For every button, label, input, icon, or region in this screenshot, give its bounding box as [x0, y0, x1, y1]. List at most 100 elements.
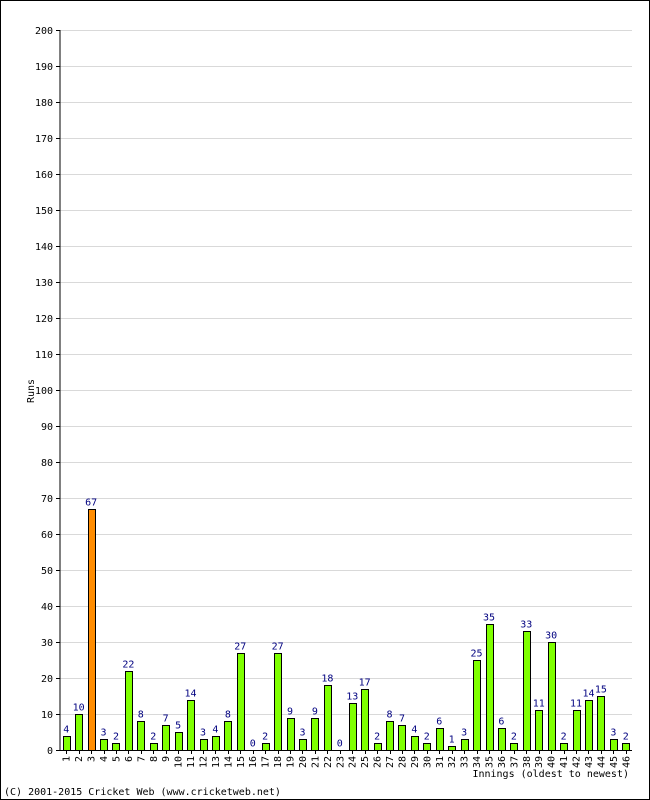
x-tick-label-15: 15: [236, 756, 247, 768]
x-tick-label-46: 46: [621, 756, 632, 768]
x-tick-label-16: 16: [248, 756, 259, 768]
x-tick-label-39: 39: [534, 756, 545, 768]
x-tick-label-17: 17: [261, 756, 272, 768]
data-label-30: 2: [424, 732, 430, 743]
y-tick-label-120: 120: [35, 314, 53, 325]
x-tick-label-41: 41: [559, 756, 570, 768]
data-label-45: 3: [610, 728, 616, 739]
x-tick-label-30: 30: [422, 756, 433, 768]
data-label-31: 6: [436, 717, 442, 728]
y-tick-label-30: 30: [41, 638, 53, 649]
data-label-1: 4: [63, 725, 69, 736]
bar-25: [361, 689, 369, 751]
x-axis-title: Innings (oldest to newest): [472, 769, 629, 780]
x-tick-label-20: 20: [298, 756, 309, 768]
data-label-41: 2: [561, 732, 567, 743]
x-tick-label-1: 1: [62, 756, 73, 762]
data-label-42: 11: [570, 699, 582, 710]
x-tick-label-36: 36: [497, 756, 508, 768]
x-tick-label-43: 43: [584, 756, 595, 768]
data-label-19: 9: [287, 707, 293, 718]
bar-38: [523, 631, 531, 751]
x-tick-label-22: 22: [323, 756, 334, 768]
x-tick-label-10: 10: [174, 756, 185, 768]
y-tick-label-170: 170: [35, 134, 53, 145]
data-label-23: 0: [337, 739, 343, 750]
x-tick-label-28: 28: [397, 756, 408, 768]
data-label-18: 27: [272, 642, 284, 653]
bar-4: [100, 739, 108, 751]
data-label-32: 1: [449, 735, 455, 746]
bar-20: [299, 739, 307, 751]
copyright-text: (C) 2001-2015 Cricket Web (www.cricketwe…: [4, 787, 281, 798]
y-tick-label-100: 100: [35, 386, 53, 397]
data-label-6: 22: [122, 660, 134, 671]
bar-18: [274, 653, 282, 751]
x-tick-label-44: 44: [596, 756, 607, 768]
x-tick-label-27: 27: [385, 756, 396, 768]
bar-35: [486, 624, 494, 751]
bar-43: [585, 700, 593, 751]
y-tick-label-110: 110: [35, 350, 53, 361]
bar-42: [573, 710, 581, 751]
x-tick-label-33: 33: [460, 756, 471, 768]
y-axis-title: Runs: [26, 379, 37, 403]
bar-40: [548, 642, 556, 751]
y-tick-label-10: 10: [41, 710, 53, 721]
data-label-35: 35: [483, 613, 495, 624]
x-tick-label-8: 8: [149, 756, 160, 762]
bar-3: [88, 509, 96, 751]
bar-2: [75, 714, 83, 751]
bar-28: [398, 725, 406, 751]
y-tick-label-60: 60: [41, 530, 53, 541]
data-label-37: 2: [511, 732, 517, 743]
data-label-25: 17: [359, 678, 371, 689]
y-tick-label-80: 80: [41, 458, 53, 469]
data-label-3: 67: [85, 498, 97, 509]
bar-45: [610, 739, 618, 751]
data-label-44: 15: [595, 685, 607, 696]
y-axis-ticks: 0 10 20 30 40 50 60 70 80 90 100 110 120 130 140 150 160…: [35, 26, 60, 757]
y-tick-label-40: 40: [41, 602, 53, 613]
data-label-5: 2: [113, 732, 119, 743]
x-tick-label-4: 4: [99, 756, 110, 762]
bar-34: [473, 660, 481, 751]
bar-41: [560, 743, 568, 751]
bar-11: [187, 700, 195, 751]
bar-31: [436, 728, 444, 751]
x-tick-label-31: 31: [435, 756, 446, 768]
x-tick-label-19: 19: [286, 756, 297, 768]
x-tick-label-32: 32: [447, 756, 458, 768]
data-label-14: 8: [225, 710, 231, 721]
bar-32: [448, 746, 456, 751]
x-tick-label-2: 2: [74, 756, 85, 762]
bar-1: [63, 736, 71, 751]
bar-14: [224, 721, 232, 751]
y-tick-label-190: 190: [35, 62, 53, 73]
data-label-34: 25: [471, 649, 483, 660]
x-tick-label-40: 40: [547, 756, 558, 768]
data-label-12: 3: [200, 728, 206, 739]
x-tick-label-29: 29: [410, 756, 421, 768]
y-tick-label-140: 140: [35, 242, 53, 253]
y-tick-label-180: 180: [35, 98, 53, 109]
bar-19: [287, 718, 295, 751]
bar-37: [510, 743, 518, 751]
bar-21: [311, 718, 319, 751]
data-label-26: 2: [374, 732, 380, 743]
data-label-20: 3: [299, 728, 305, 739]
y-tick-label-20: 20: [41, 674, 53, 685]
x-tick-label-6: 6: [124, 756, 135, 762]
data-label-16: 0: [250, 739, 256, 750]
x-tick-label-35: 35: [485, 756, 496, 768]
bar-22: [324, 685, 332, 751]
data-label-24: 13: [346, 692, 358, 703]
bar-9: [162, 725, 170, 751]
bar-8: [150, 743, 158, 751]
data-label-28: 7: [399, 714, 405, 725]
y-tick-label-90: 90: [41, 422, 53, 433]
data-label-39: 11: [533, 699, 545, 710]
x-tick-label-3: 3: [87, 756, 98, 762]
